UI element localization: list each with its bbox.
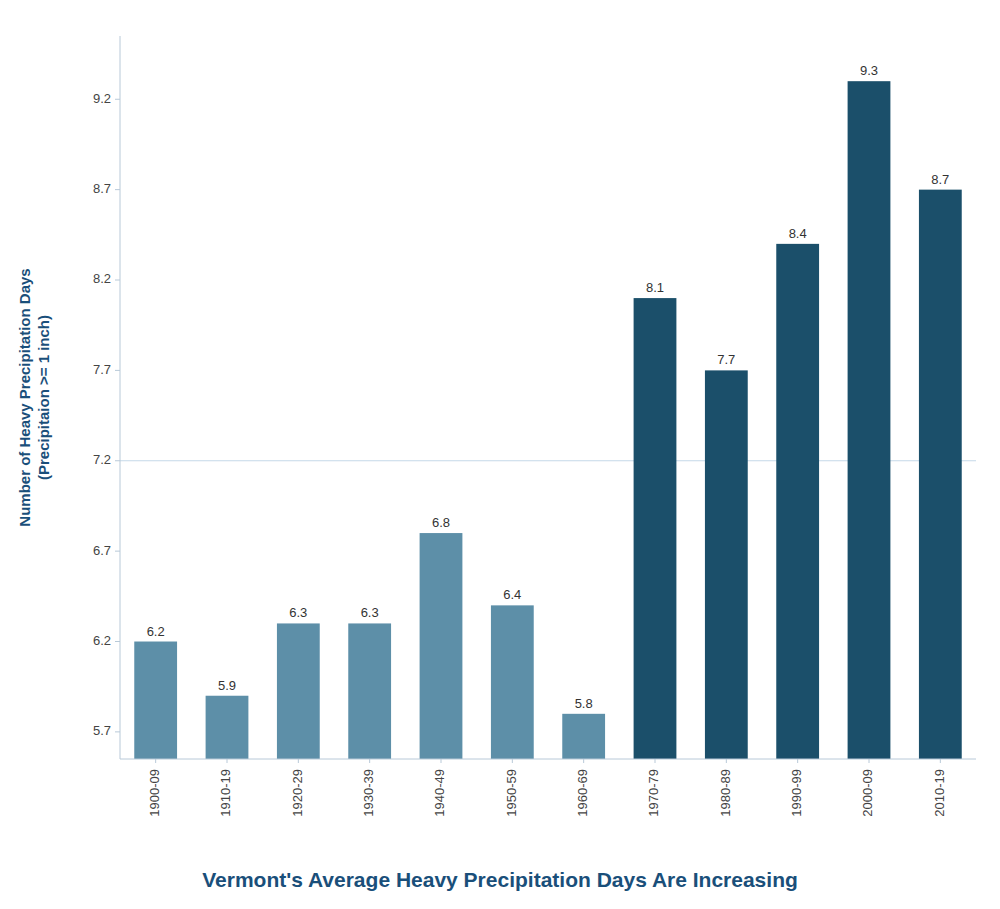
data-label: 6.4 xyxy=(503,587,521,602)
y-tick xyxy=(115,641,120,642)
x-tick-label: 1960-69 xyxy=(575,769,590,817)
bar xyxy=(206,696,249,759)
x-tick-label: 1910-19 xyxy=(218,769,233,817)
x-tick xyxy=(869,759,870,763)
x-tick-label: 1980-89 xyxy=(718,769,733,817)
bar xyxy=(562,714,605,759)
data-label: 5.9 xyxy=(218,678,236,693)
y-tick-label: 6.2 xyxy=(93,633,111,648)
bar xyxy=(776,244,819,759)
x-tick xyxy=(940,759,941,763)
y-tick-label: 7.2 xyxy=(93,452,111,467)
data-label: 6.3 xyxy=(289,605,307,620)
x-tick xyxy=(726,759,727,763)
data-label: 6.8 xyxy=(432,515,450,530)
bar xyxy=(634,298,677,759)
bar xyxy=(277,623,320,759)
data-label: 8.1 xyxy=(646,280,664,295)
x-tick xyxy=(298,759,299,763)
y-tick xyxy=(115,189,120,190)
x-axis-line xyxy=(120,759,976,760)
bar xyxy=(420,533,463,759)
x-tick xyxy=(512,759,513,763)
bar xyxy=(491,605,534,759)
x-tick xyxy=(227,759,228,763)
x-tick-label: 1900-09 xyxy=(147,769,162,817)
data-label: 8.4 xyxy=(789,226,807,241)
y-axis-line xyxy=(120,36,121,759)
y-tick xyxy=(115,460,120,461)
y-tick-label: 6.7 xyxy=(93,543,111,558)
y-tick xyxy=(115,370,120,371)
x-tick-label: 1920-29 xyxy=(290,769,305,817)
data-label: 8.7 xyxy=(931,172,949,187)
data-label: 6.3 xyxy=(361,605,379,620)
marks xyxy=(120,81,976,759)
x-tick-label: 2010-19 xyxy=(932,769,947,817)
title: Vermont's Average Heavy Precipitation Da… xyxy=(202,868,798,891)
y-tick-label: 9.2 xyxy=(93,91,111,106)
y-tick-label: 8.7 xyxy=(93,181,111,196)
y-axis-label-line: (Precipitaion >= 1 inch) xyxy=(35,315,52,480)
data-label: 7.7 xyxy=(717,352,735,367)
y-tick-label: 7.7 xyxy=(93,362,111,377)
x-tick xyxy=(369,759,370,763)
bar xyxy=(348,623,391,759)
x-tick xyxy=(655,759,656,763)
y-tick-label: 8.2 xyxy=(93,271,111,286)
x-tick-label: 1940-49 xyxy=(432,769,447,817)
x-tick-label: 1950-59 xyxy=(504,769,519,817)
bar xyxy=(134,642,177,759)
bar xyxy=(919,190,962,759)
x-tick xyxy=(441,759,442,763)
x-tick-label: 1930-39 xyxy=(361,769,376,817)
x-tick xyxy=(155,759,156,763)
bar xyxy=(848,81,891,759)
data-label: 9.3 xyxy=(860,63,878,78)
bar xyxy=(705,370,748,759)
plot-area xyxy=(120,81,976,759)
y-tick-label: 5.7 xyxy=(93,723,111,738)
x-tick xyxy=(583,759,584,763)
y-tick xyxy=(115,731,120,732)
data-label: 5.8 xyxy=(575,696,593,711)
y-axis-label-line: Number of Heavy Precipitation Days xyxy=(16,268,33,526)
x-tick-label: 1990-99 xyxy=(789,769,804,817)
y-tick xyxy=(115,551,120,552)
x-tick-label: 1970-79 xyxy=(646,769,661,817)
y-tick xyxy=(115,99,120,100)
x-tick-label: 2000-09 xyxy=(860,769,875,817)
y-tick xyxy=(115,280,120,281)
y-axis-label: Number of Heavy Precipitation Days(Preci… xyxy=(16,268,52,526)
chart: 6.2 5.9 6.3 6.3 6.8 6.4 5.8 8.1 7.7 8.4 9.3 8.7 5.7 6… xyxy=(0,0,1000,909)
data-label: 6.2 xyxy=(147,624,165,639)
x-tick xyxy=(797,759,798,763)
